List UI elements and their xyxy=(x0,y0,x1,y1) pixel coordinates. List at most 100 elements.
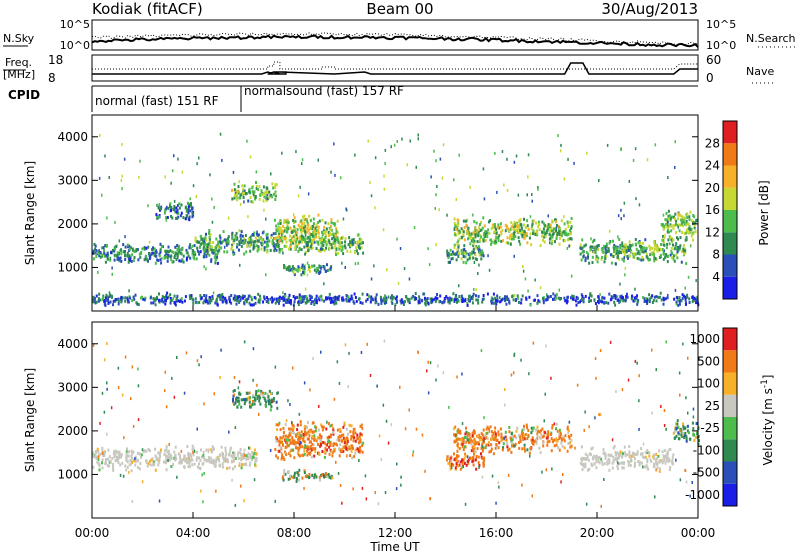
echo-cell xyxy=(238,180,240,184)
echo-cell xyxy=(358,459,360,462)
echo-cell xyxy=(330,246,333,250)
echo-cell xyxy=(208,298,211,302)
echo-cell xyxy=(140,295,143,299)
echo-cell xyxy=(484,437,487,440)
echo-cell xyxy=(249,303,252,307)
echo-cell xyxy=(235,457,237,460)
echo-cell xyxy=(108,291,111,295)
echo-cell xyxy=(150,301,153,305)
echo-cell xyxy=(517,296,520,300)
echo-cell xyxy=(302,295,305,299)
echo-cell xyxy=(558,228,561,232)
echo-cell xyxy=(336,360,339,364)
echo-cell xyxy=(555,443,558,447)
echo-cell xyxy=(675,242,678,246)
echo-cell xyxy=(638,460,641,464)
echo-cell xyxy=(318,219,321,223)
echo-cell xyxy=(233,393,235,397)
echo-cell xyxy=(319,247,322,251)
echo-cell xyxy=(591,261,594,264)
echo-cell xyxy=(99,255,102,259)
echo-cell xyxy=(174,454,177,458)
echo-cell xyxy=(236,453,239,457)
echo-cell xyxy=(169,456,172,460)
echo-cell xyxy=(193,251,196,254)
echo-cell xyxy=(349,250,352,254)
echo-cell xyxy=(130,454,133,458)
echo-cell xyxy=(461,422,464,426)
echo-cell xyxy=(515,229,518,233)
echo-cell xyxy=(281,151,283,155)
echo-cell xyxy=(167,245,170,249)
echo-cell xyxy=(378,434,381,438)
echo-cell xyxy=(535,438,538,442)
echo-cell xyxy=(271,400,273,404)
echo-cell xyxy=(138,252,141,256)
echo-cell xyxy=(456,247,459,251)
echo-cell xyxy=(552,229,555,232)
echo-cell xyxy=(484,235,487,238)
echo-cell xyxy=(275,239,278,243)
power-echo-marks xyxy=(92,132,700,307)
echo-cell xyxy=(256,395,259,399)
echo-cell xyxy=(291,436,294,440)
echo-cell xyxy=(304,224,306,228)
echo-cell xyxy=(256,232,258,236)
echo-cell xyxy=(332,429,335,433)
echo-cell xyxy=(198,363,200,367)
echo-cell xyxy=(472,244,475,248)
echo-cell xyxy=(92,297,95,301)
echo-cell xyxy=(685,437,688,441)
echo-cell xyxy=(512,237,515,241)
echo-cell xyxy=(512,434,515,438)
echo-cell xyxy=(464,299,467,303)
echo-cell xyxy=(299,441,302,444)
echo-cell xyxy=(677,431,680,435)
echo-cell xyxy=(490,449,492,453)
echo-cell xyxy=(341,245,344,249)
echo-cell xyxy=(333,142,335,146)
echo-cell xyxy=(360,238,363,242)
echo-cell xyxy=(513,227,516,231)
echo-cell xyxy=(302,299,305,303)
echo-cell xyxy=(299,185,301,189)
echo-cell xyxy=(346,453,349,457)
echo-cell xyxy=(328,435,331,439)
echo-cell xyxy=(686,295,689,299)
echo-cell xyxy=(106,381,108,385)
echo-cell xyxy=(157,457,160,461)
echo-cell xyxy=(224,449,227,453)
echo-cell xyxy=(456,242,459,246)
echo-cell xyxy=(661,238,663,242)
echo-cell xyxy=(510,221,513,225)
echo-cell xyxy=(634,298,637,302)
echo-cell xyxy=(131,253,134,257)
echo-cell xyxy=(678,212,681,216)
echo-cell xyxy=(266,193,269,197)
echo-cell xyxy=(104,254,106,258)
echo-cell xyxy=(407,299,410,303)
echo-cell xyxy=(695,422,698,425)
echo-cell xyxy=(663,236,666,239)
echo-cell xyxy=(513,230,516,234)
echo-cell xyxy=(399,385,401,389)
echo-cell xyxy=(551,219,554,223)
echo-cell xyxy=(625,247,628,251)
echo-cell xyxy=(688,231,690,235)
echo-cell xyxy=(644,465,646,469)
echo-cell xyxy=(518,300,520,304)
echo-cell xyxy=(281,239,284,243)
echo-cell xyxy=(682,294,685,298)
echo-cell xyxy=(380,301,383,305)
echo-cell xyxy=(614,296,617,300)
echo-cell xyxy=(223,238,226,242)
echo-cell xyxy=(640,461,643,465)
echo-cell xyxy=(298,412,301,416)
echo-cell xyxy=(296,423,299,427)
echo-cell xyxy=(633,296,636,300)
echo-cell xyxy=(194,297,197,301)
echo-cell xyxy=(455,456,458,460)
echo-cell xyxy=(509,436,512,440)
echo-cell xyxy=(260,189,263,193)
echo-cell xyxy=(323,267,326,271)
